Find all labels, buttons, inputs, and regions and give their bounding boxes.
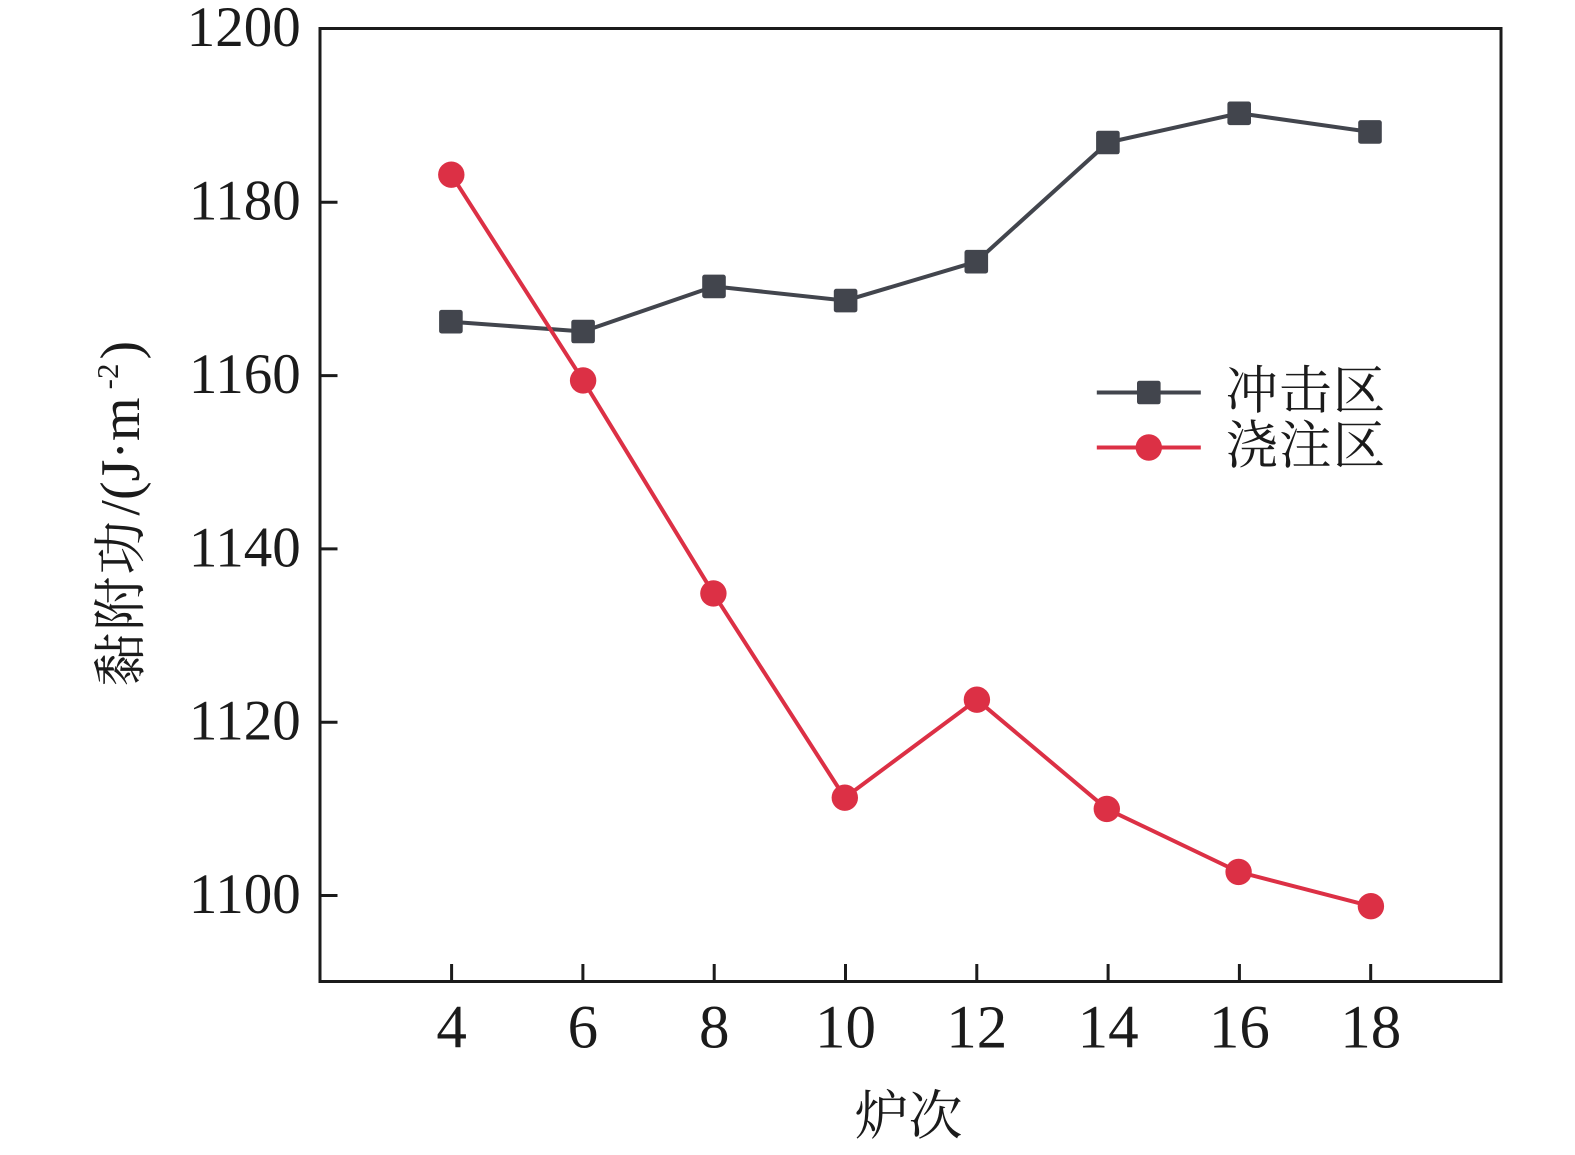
svg-text:8: 8 [699,995,730,1062]
svg-text:1180: 1180 [189,170,301,233]
svg-text:1140: 1140 [189,516,301,579]
svg-text:14: 14 [1078,995,1139,1062]
svg-text:4: 4 [436,995,467,1062]
svg-text:1120: 1120 [189,690,301,753]
svg-text:12: 12 [946,995,1007,1062]
svg-text:6: 6 [568,995,599,1062]
svg-text:10: 10 [815,995,876,1062]
svg-text:18: 18 [1340,995,1401,1062]
svg-text:1200: 1200 [187,0,301,59]
svg-text:1100: 1100 [189,863,301,926]
svg-text:16: 16 [1209,995,1270,1062]
svg-text:1160: 1160 [189,343,301,406]
